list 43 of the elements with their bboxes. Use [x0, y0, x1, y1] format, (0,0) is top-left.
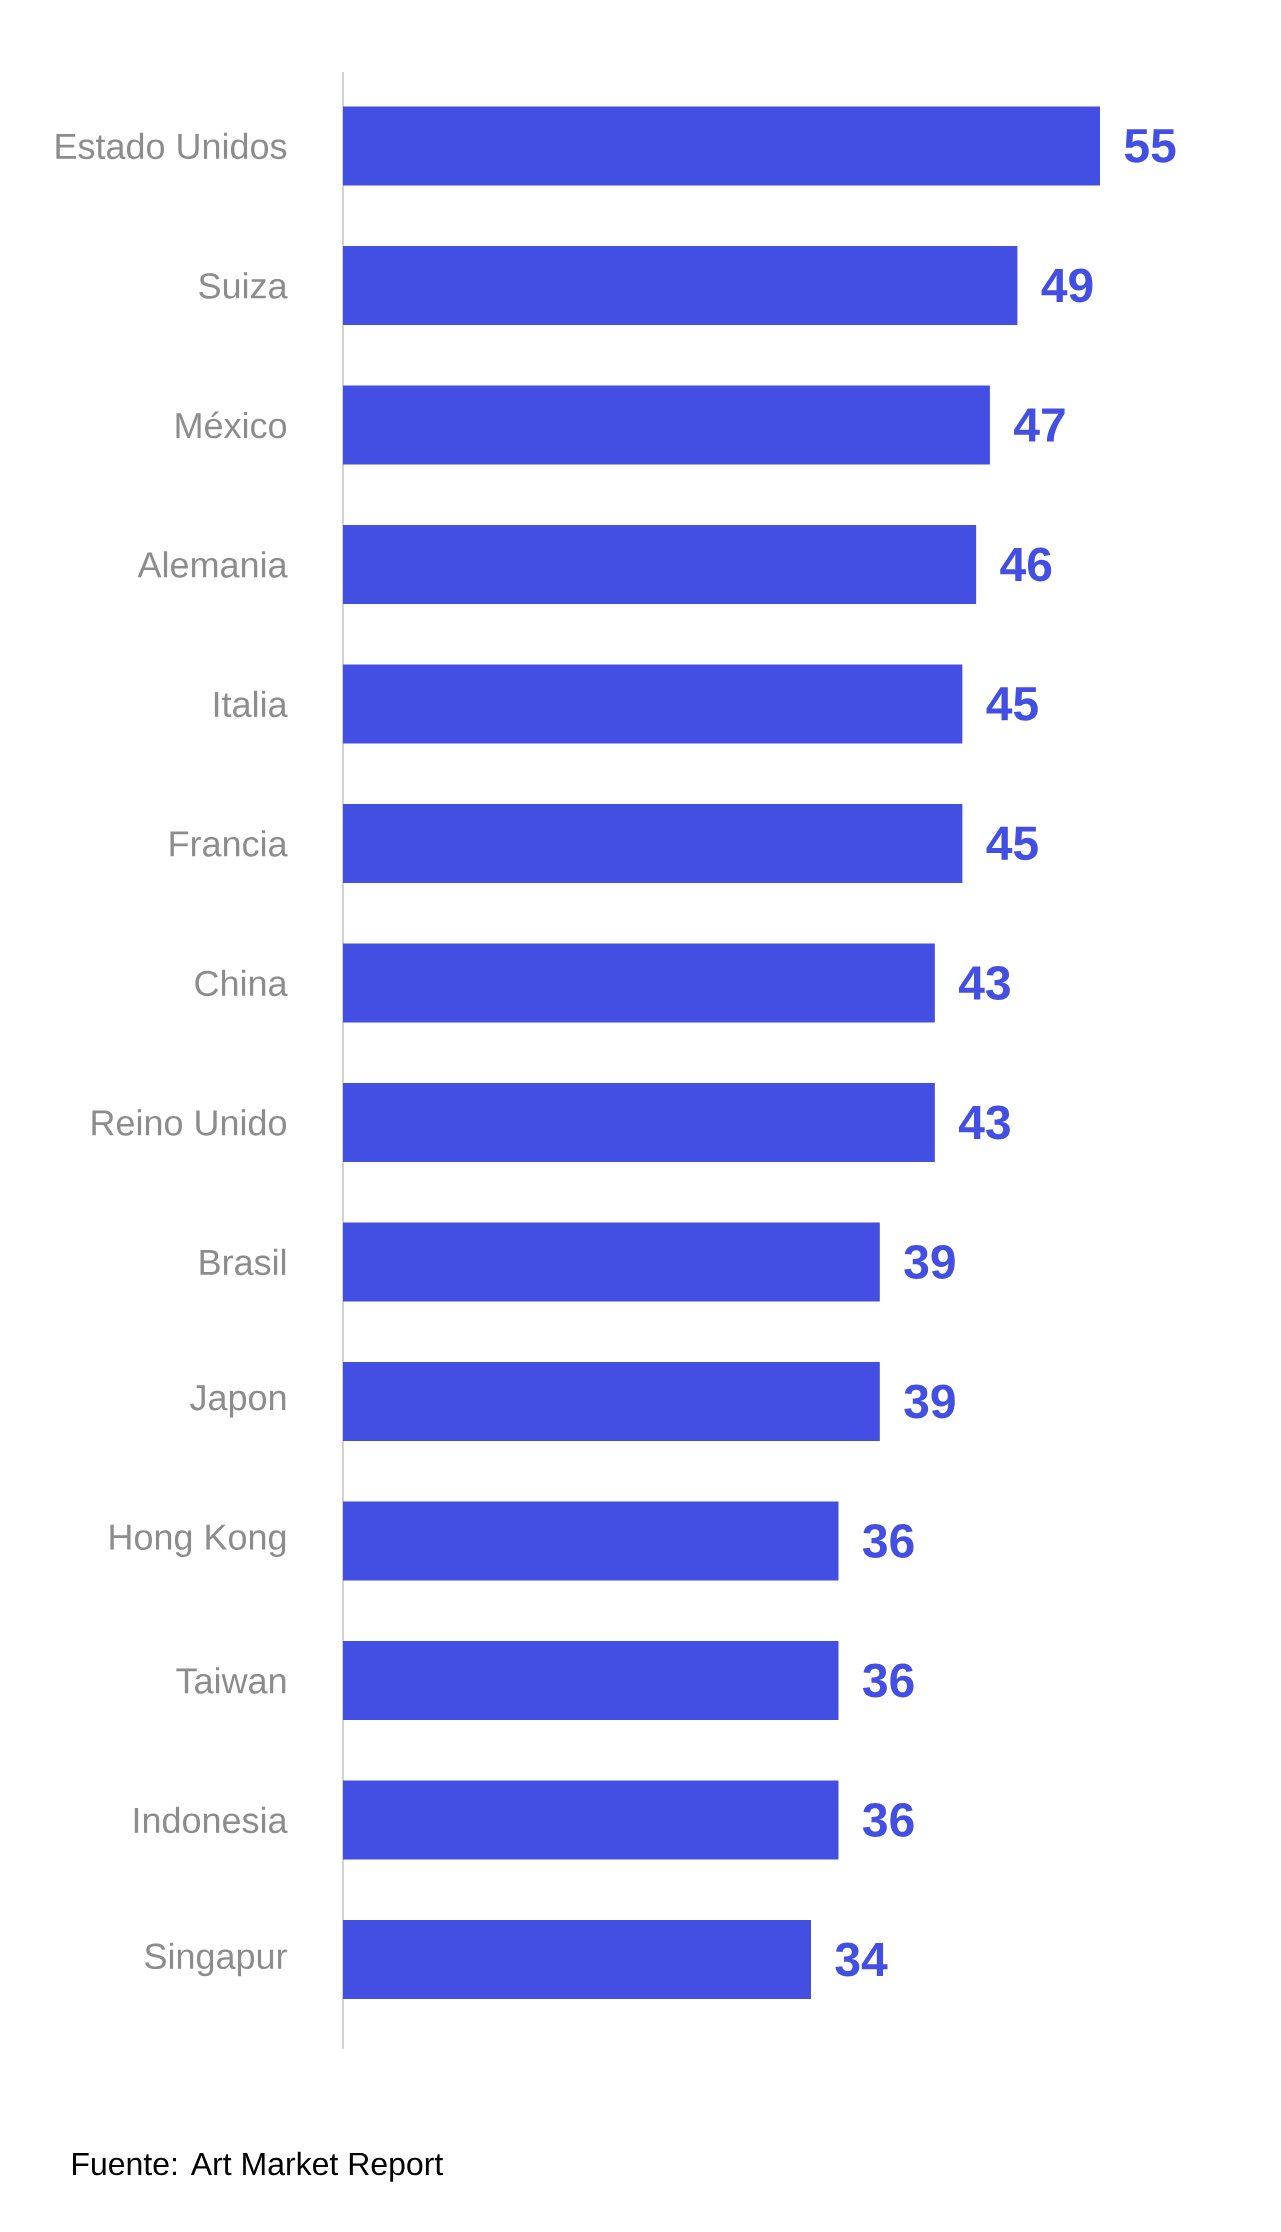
- data-label: 43: [958, 1105, 1010, 1140]
- bar: [343, 385, 990, 465]
- data-label: 39: [904, 1384, 955, 1419]
- y-tick-label: Japon: [190, 1385, 286, 1418]
- bar: [343, 1640, 839, 1720]
- data-label: 39: [904, 1244, 955, 1279]
- bar: [343, 1082, 935, 1162]
- y-tick-label: Hong Kong: [110, 1524, 286, 1558]
- data-label: 45: [986, 826, 1038, 861]
- bar: [343, 664, 963, 744]
- y-tick-label: China: [195, 969, 288, 997]
- bar: [343, 106, 1101, 186]
- data-label: 55: [1124, 129, 1176, 163]
- bar: [343, 803, 963, 883]
- data-label: 47: [1014, 408, 1065, 442]
- data-label: 34: [835, 1942, 888, 1977]
- y-tick-label: Francia: [170, 830, 288, 857]
- bar: [343, 1222, 880, 1302]
- bar: [343, 943, 935, 1023]
- bar: [343, 1361, 880, 1441]
- y-tick-label: México: [176, 411, 287, 439]
- y-tick-label: Brasil: [200, 1248, 286, 1276]
- data-label: 43: [958, 965, 1010, 1000]
- y-tick-label: Taiwan: [176, 1667, 286, 1694]
- data-label: 36: [862, 1523, 914, 1558]
- data-label: 49: [1041, 268, 1093, 303]
- y-tick-label: Reino Unido: [92, 1109, 286, 1136]
- data-label: 46: [1000, 547, 1052, 582]
- y-tick-label: Italia: [214, 690, 288, 718]
- bar: [343, 245, 1018, 325]
- bar: [343, 1780, 839, 1860]
- bar: [343, 1501, 839, 1581]
- data-label: 36: [862, 1802, 914, 1837]
- bar: [343, 524, 977, 604]
- bar: [343, 1919, 811, 1999]
- y-tick-label: Singapur: [145, 1942, 287, 1977]
- y-tick-label: Estado Unidos: [56, 132, 287, 160]
- y-tick-label: Suiza: [199, 272, 288, 299]
- data-label: 36: [862, 1663, 914, 1698]
- y-tick-label: Alemania: [137, 551, 288, 578]
- source-note: Fuente: Art Market Report: [73, 2151, 444, 2182]
- data-label: 45: [986, 687, 1038, 721]
- y-tick-label: Indonesia: [134, 1806, 288, 1834]
